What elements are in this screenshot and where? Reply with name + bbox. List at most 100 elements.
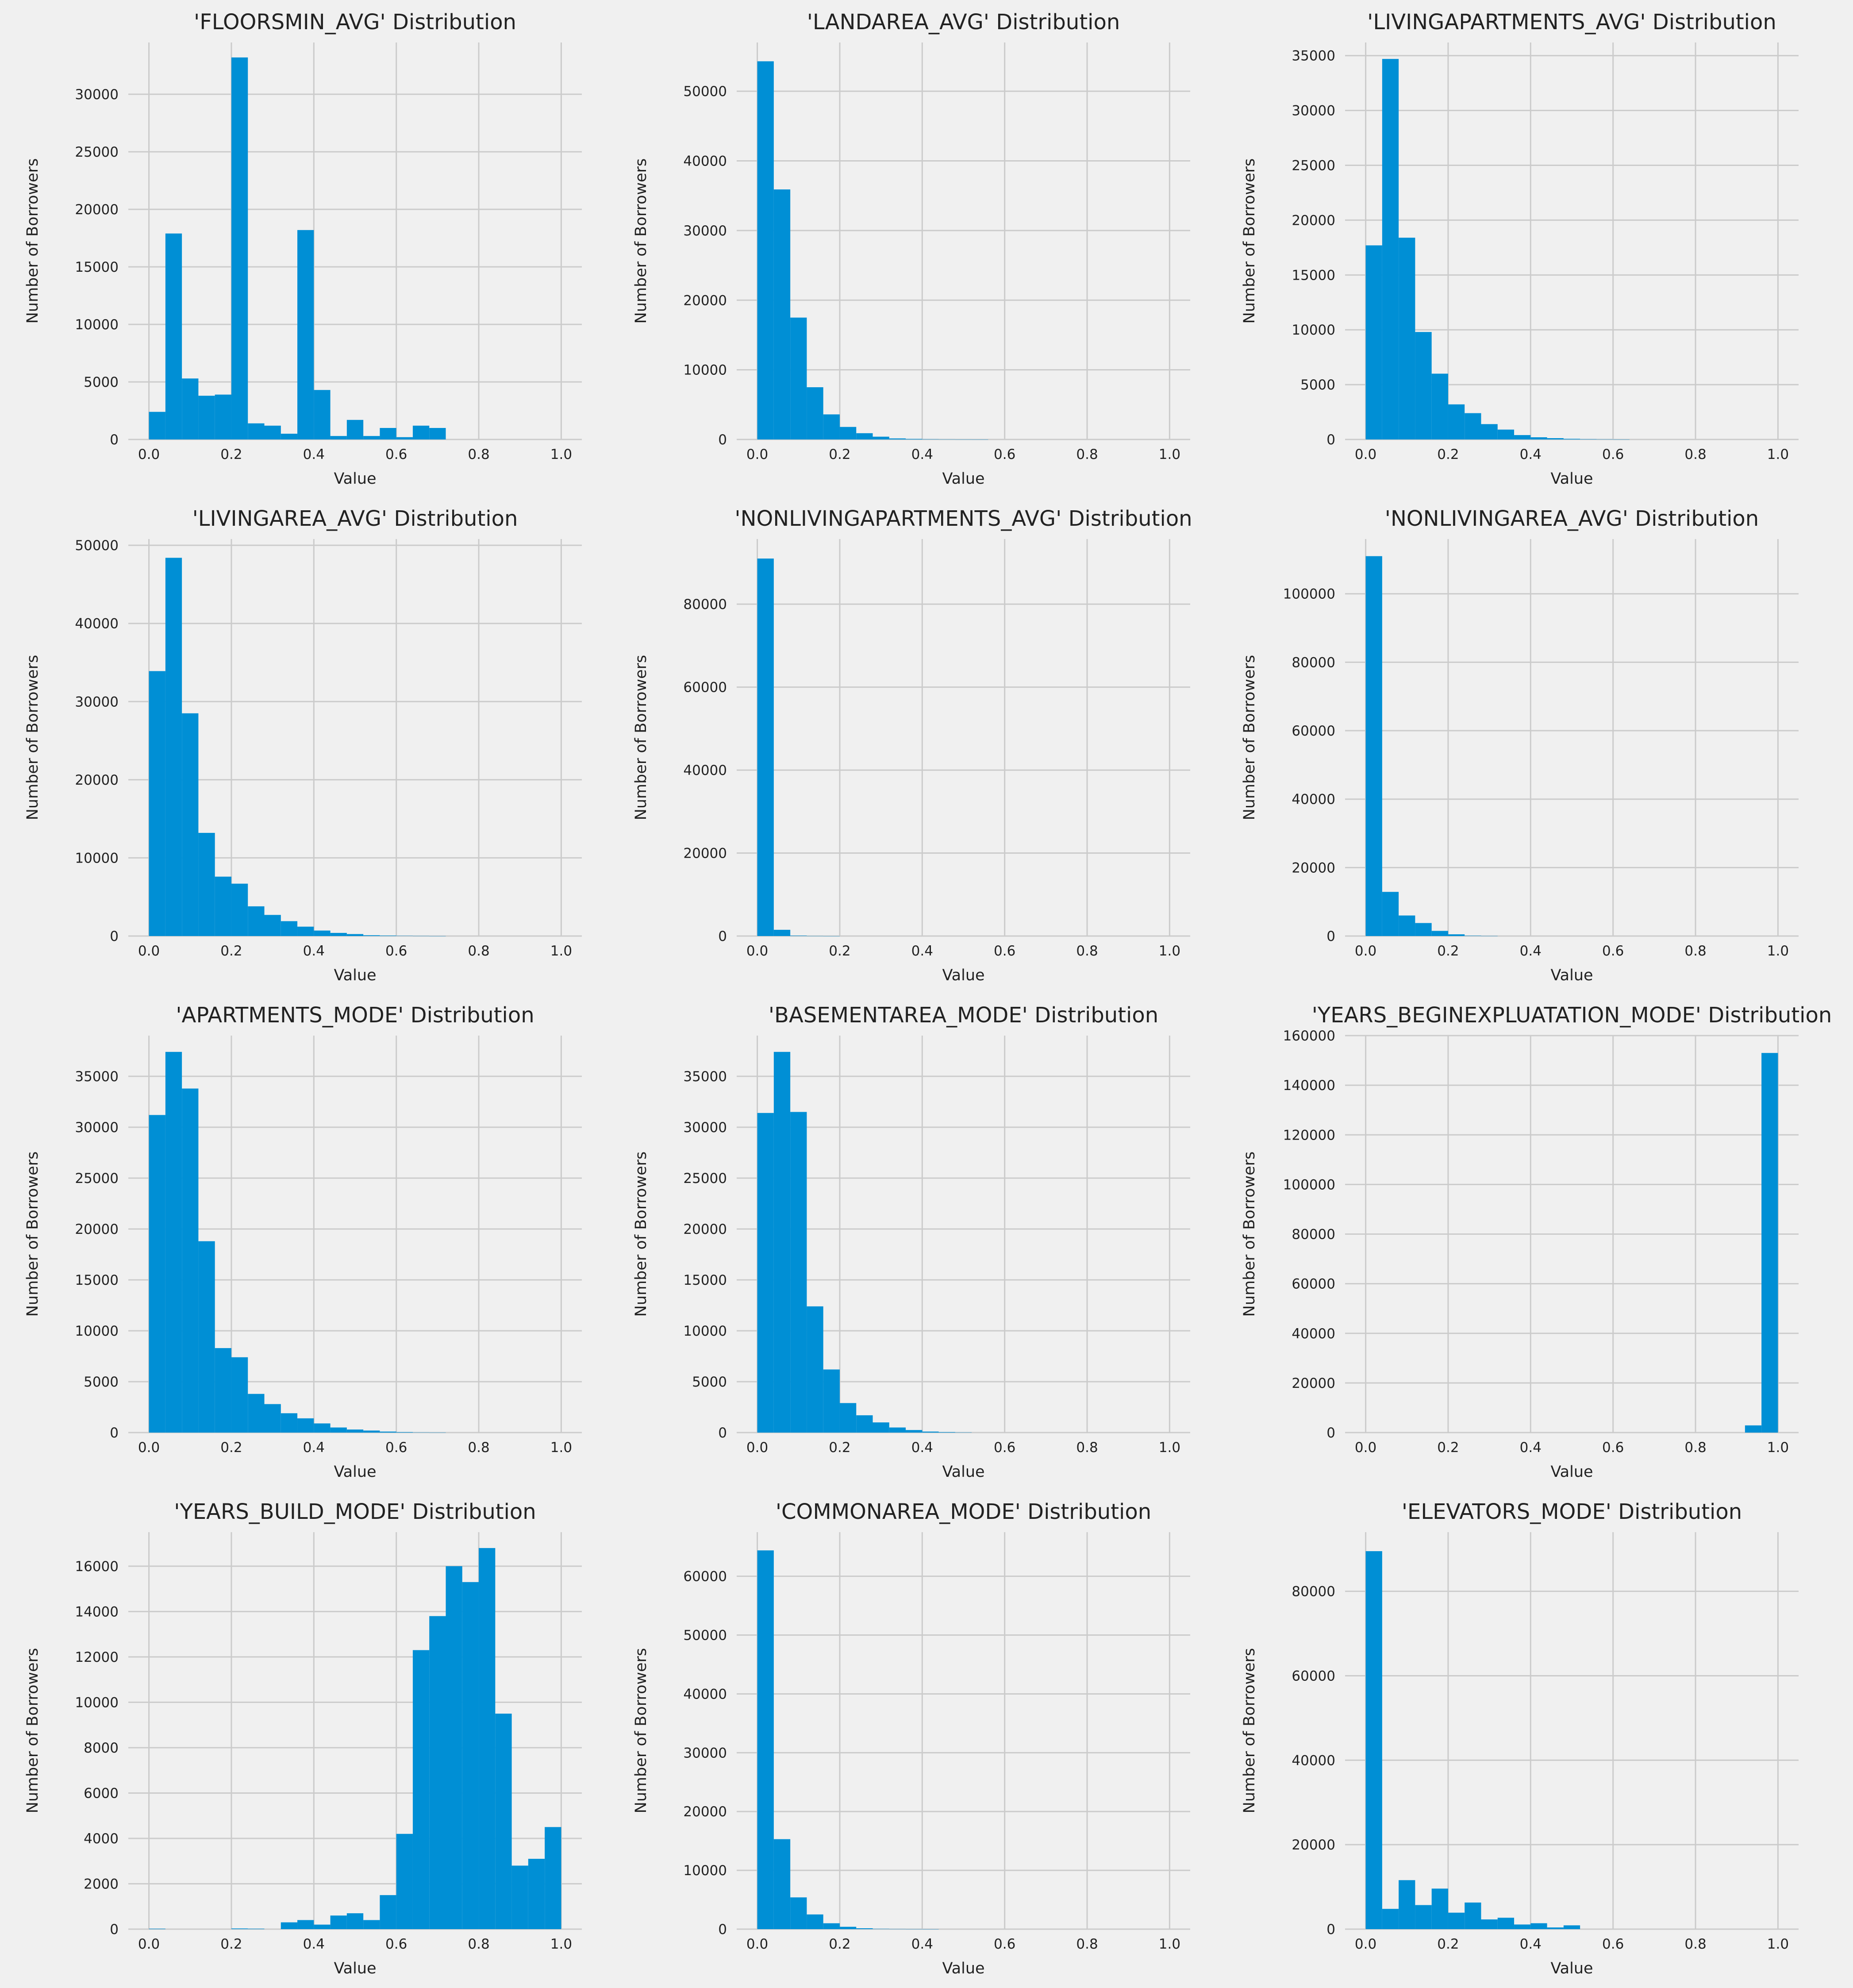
histogram-bar (231, 1928, 248, 1929)
y-tick-label: 40000 (75, 616, 119, 632)
histogram-bar (1530, 437, 1547, 439)
x-tick-label: 0.8 (1684, 1440, 1706, 1456)
histogram-bar (773, 1052, 791, 1433)
histogram-bar (182, 378, 199, 439)
x-tick-label: 1.0 (1159, 943, 1180, 959)
chart-title: 'LIVINGAREA_AVG' Distribution (192, 506, 518, 531)
x-tick-label: 0.4 (911, 1440, 933, 1456)
histogram-bar (215, 394, 231, 439)
y-tick-label: 25000 (75, 1171, 119, 1187)
histogram-bar (839, 427, 857, 439)
x-axis-label: Value (1550, 1960, 1593, 1977)
x-tick-label: 0.0 (1355, 943, 1376, 959)
y-tick-label: 35000 (1292, 48, 1335, 64)
x-tick-label: 0.4 (911, 447, 933, 462)
y-tick-label: 80000 (1292, 1227, 1335, 1243)
x-tick-label: 1.0 (1159, 447, 1180, 462)
histogram-bar (149, 671, 165, 936)
histogram-bar (823, 1369, 840, 1433)
x-tick-label: 0.4 (911, 943, 933, 959)
x-axis-label: Value (942, 967, 984, 984)
histogram-bar (330, 1915, 347, 1929)
y-tick-label: 0 (110, 929, 119, 944)
histogram-bar (807, 1306, 823, 1433)
histogram-bar (1547, 1927, 1564, 1929)
y-tick-label: 40000 (683, 154, 727, 170)
x-tick-label: 0.0 (1355, 1440, 1376, 1456)
histogram-bar (462, 1582, 479, 1929)
y-tick-label: 15000 (1292, 267, 1335, 283)
x-tick-label: 0.2 (829, 447, 850, 462)
y-axis-label: Number of Borrowers (632, 1648, 650, 1814)
y-tick-label: 30000 (683, 1120, 727, 1136)
histogram-bar (264, 1404, 281, 1433)
histogram-panel: 0.0 0.2 0.4 0.6 0.8 1.0 0 2000 4000 6000 8000 10000… (24, 1499, 582, 1977)
histogram-bar (856, 1928, 873, 1929)
y-tick-label: 10000 (683, 1323, 727, 1339)
x-tick-label: 0.0 (746, 1936, 768, 1952)
y-tick-label: 60000 (1292, 1668, 1335, 1684)
histogram-bar (380, 428, 396, 439)
x-tick-label: 0.2 (829, 1936, 850, 1952)
x-tick-label: 0.0 (138, 943, 160, 959)
histogram-bar (281, 921, 298, 936)
chart-title: 'NONLIVINGAREA_AVG' Distribution (1385, 506, 1759, 531)
histogram-bar (790, 1897, 807, 1929)
histogram-bar (889, 1427, 906, 1433)
x-tick-label: 1.0 (1159, 1936, 1180, 1952)
y-tick-label: 40000 (683, 1686, 727, 1702)
histogram-bar (330, 436, 347, 439)
y-tick-label: 4000 (84, 1831, 119, 1847)
histogram-bar (757, 61, 774, 439)
histogram-bar (165, 1052, 182, 1433)
x-axis-label: Value (334, 967, 376, 984)
y-axis-label: Number of Borrowers (1241, 655, 1258, 821)
histogram-panel: 0.0 0.2 0.4 0.6 0.8 1.0 0 20000 40000 60000 80000 '… (632, 506, 1192, 984)
y-tick-label: 80000 (1292, 655, 1335, 670)
y-tick-label: 50000 (683, 1628, 727, 1644)
histogram-bar (1415, 332, 1432, 439)
x-tick-label: 0.2 (220, 1936, 242, 1952)
chart-title: 'COMMONAREA_MODE' Distribution (776, 1499, 1151, 1524)
x-tick-label: 0.6 (994, 1936, 1015, 1952)
histogram-bar (1530, 1923, 1547, 1929)
x-tick-label: 0.6 (994, 447, 1015, 462)
y-tick-label: 40000 (1292, 792, 1335, 808)
histogram-panel: 0.0 0.2 0.4 0.6 0.8 1.0 0 5000 10000 15000 20000 25… (24, 1003, 582, 1481)
histogram-bar (807, 387, 823, 439)
x-tick-label: 0.0 (746, 447, 768, 462)
x-tick-label: 1.0 (550, 447, 572, 462)
histogram-bar (297, 1920, 314, 1929)
histogram-bar (165, 233, 182, 439)
y-tick-label: 5000 (1300, 377, 1335, 393)
x-tick-label: 1.0 (1767, 1440, 1789, 1456)
histogram-bar (314, 1924, 331, 1929)
plot-area (1345, 1532, 1799, 1929)
histogram-bar (346, 934, 364, 936)
y-tick-label: 15000 (683, 1272, 727, 1288)
histogram-bar (1613, 439, 1630, 440)
histogram-bar (248, 906, 265, 936)
histogram-bar (1382, 1909, 1399, 1929)
y-tick-label: 100000 (1283, 586, 1335, 602)
histogram-panel: 0.0 0.2 0.4 0.6 0.8 1.0 0 20000 40000 60000 80000 1… (1241, 506, 1799, 984)
x-axis-label: Value (942, 1960, 984, 1977)
histogram-bar (297, 1418, 314, 1433)
x-tick-label: 0.2 (1437, 943, 1459, 959)
histogram-bar (1365, 245, 1382, 439)
x-tick-label: 0.4 (911, 1936, 933, 1952)
y-tick-label: 10000 (683, 1863, 727, 1879)
y-tick-label: 40000 (1292, 1326, 1335, 1342)
y-tick-label: 30000 (75, 694, 119, 710)
x-tick-label: 0.8 (1684, 943, 1706, 959)
histogram-bar (1465, 413, 1481, 439)
histogram-bar (396, 1432, 413, 1433)
histogram-bar (856, 433, 873, 439)
x-axis-label: Value (942, 1463, 984, 1481)
x-axis-label: Value (1550, 470, 1593, 488)
histogram-bar (938, 439, 955, 440)
histogram-bar (396, 1834, 413, 1929)
histogram-bar (873, 1422, 889, 1433)
plot-area (737, 1532, 1190, 1929)
